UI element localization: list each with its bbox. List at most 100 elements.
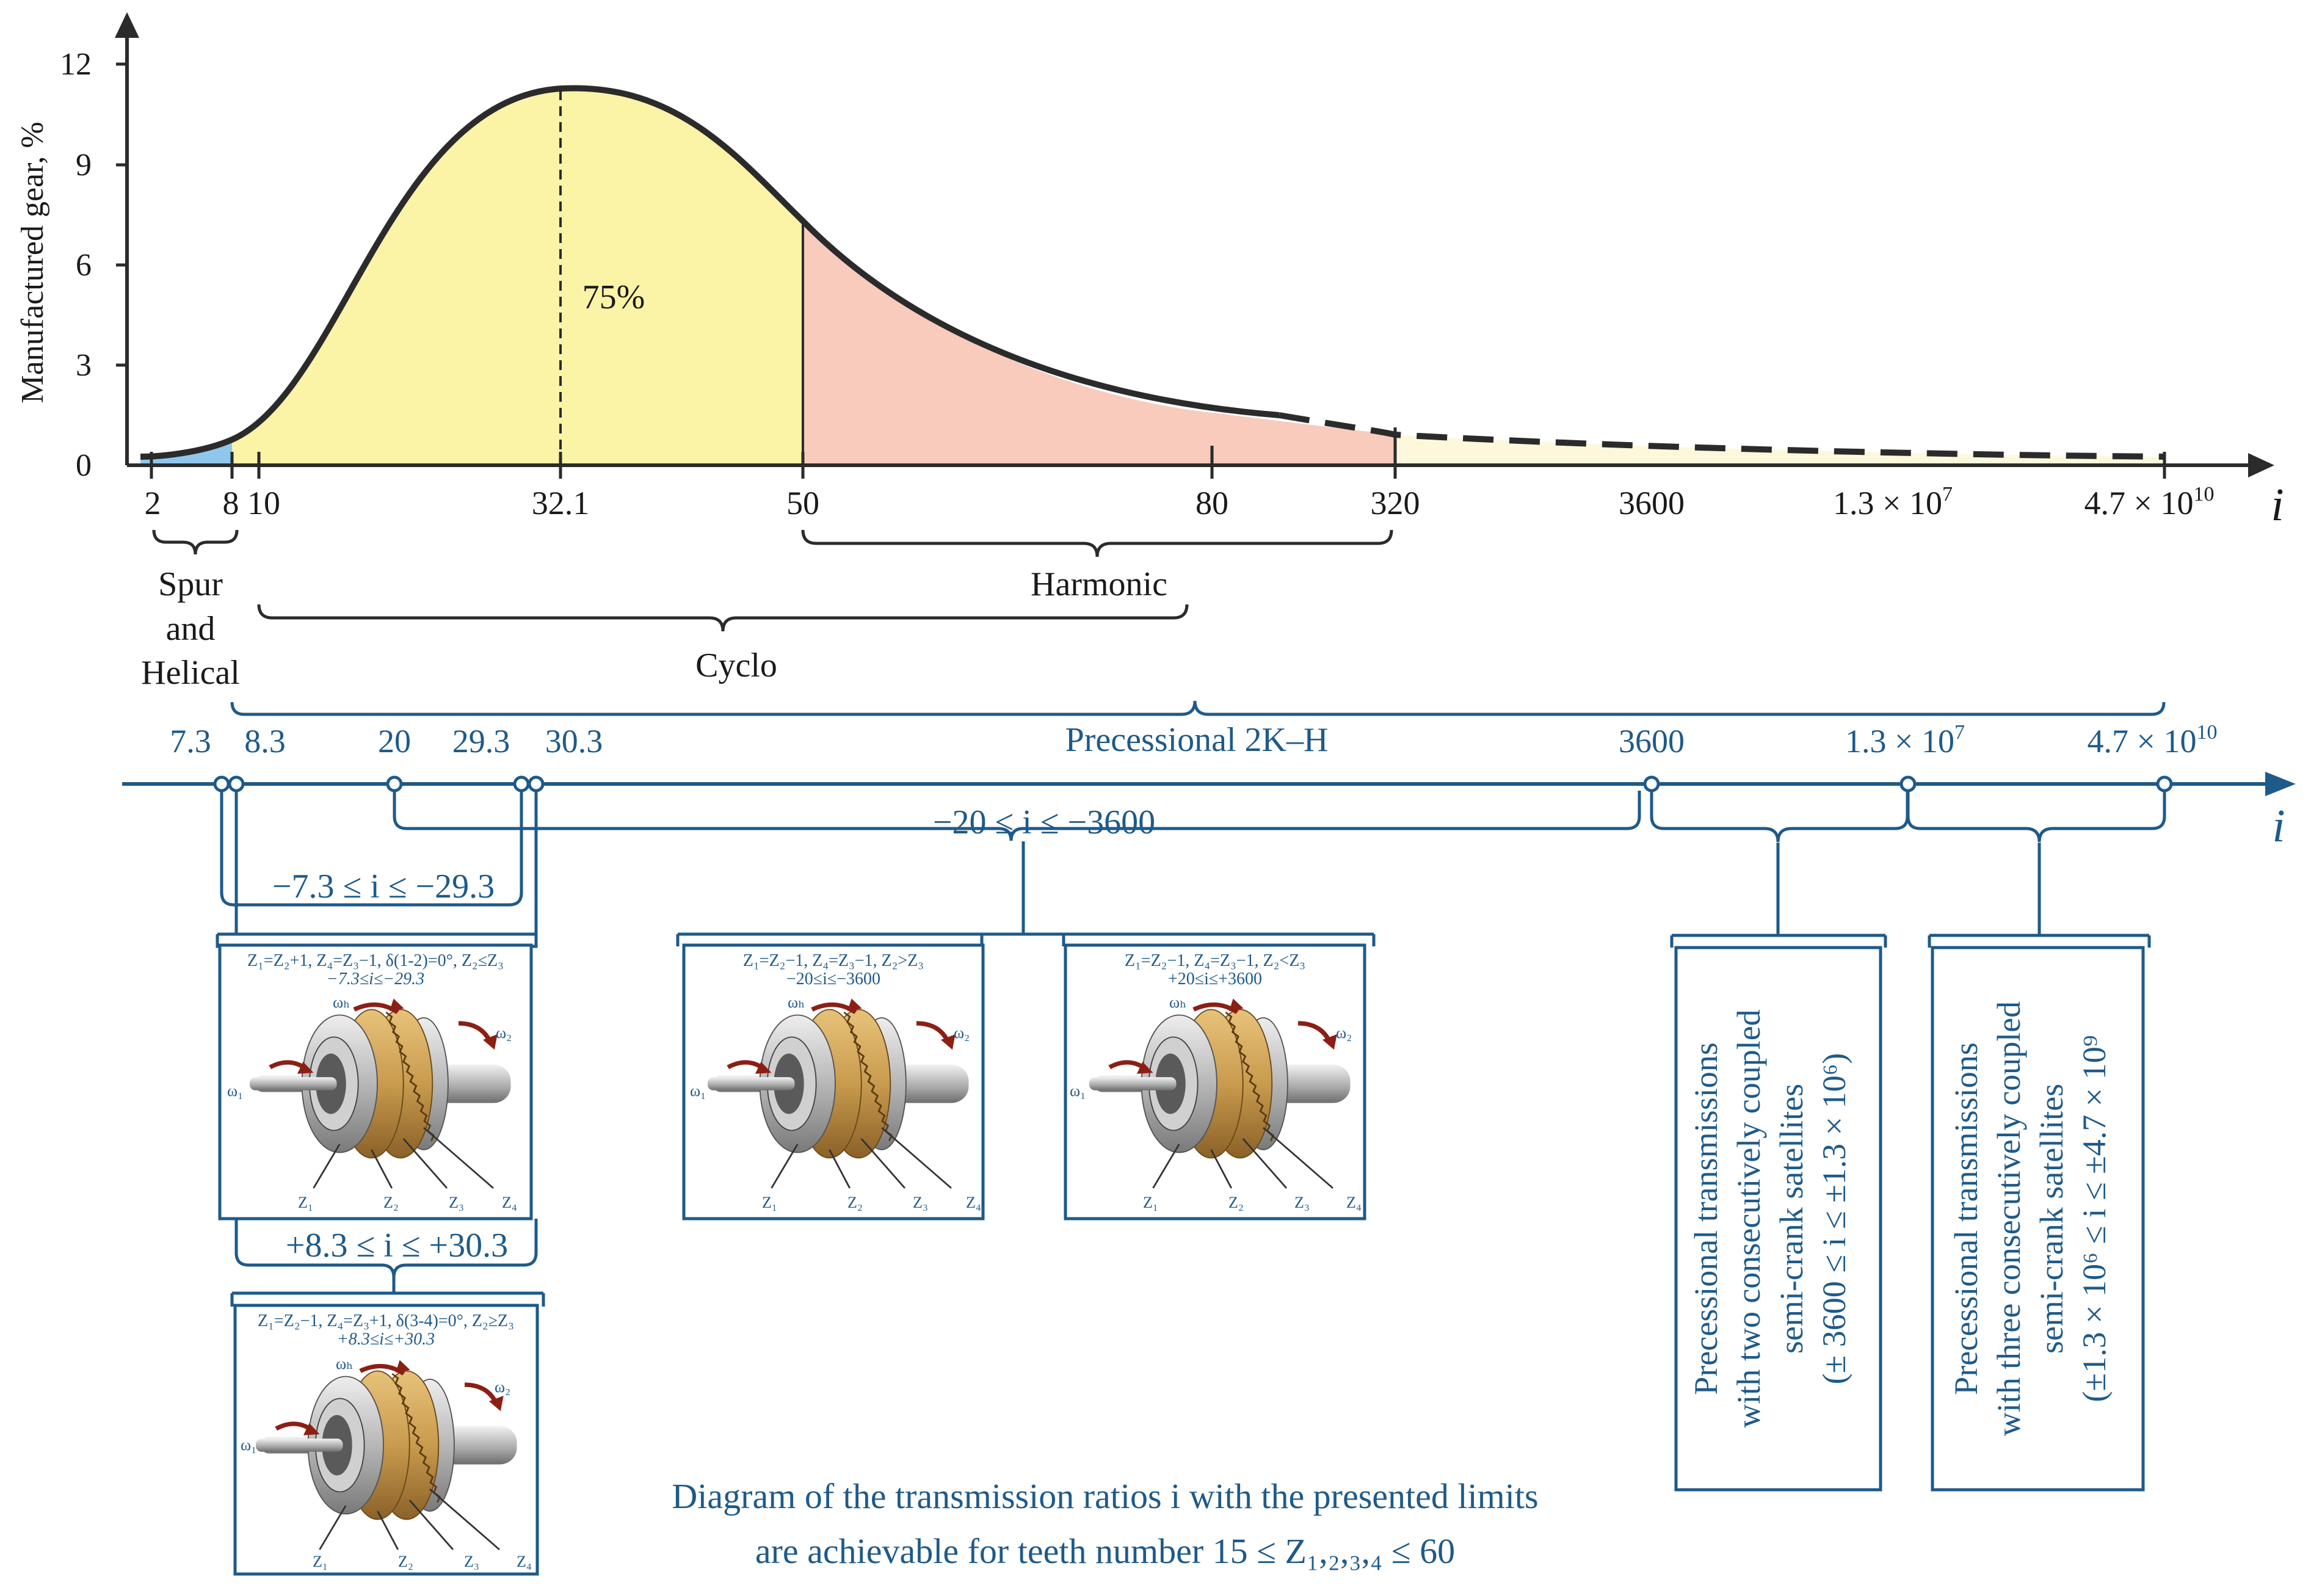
peak-percent-label: 75% [582, 278, 645, 316]
three-sat-line-4: (±1.3 × 10⁶ ≤ i ≤ ±4.7 × 10⁹ [2076, 1035, 2113, 1402]
spur-label-2: and [166, 610, 216, 648]
gear-panel-3: Z₁=Z₂−1, Z₄=Z₃−1, Z₂<Z₃ +20≤i≤+3600 ωₕ ω… [1064, 943, 1366, 1221]
x-tick-label-50: 50 [786, 485, 819, 521]
panel-3-omega-h: ωₕ [1169, 993, 1186, 1011]
three-satellite-box: Precessional transmissions with three co… [1931, 946, 2145, 1492]
panel-2-z2: Z₂ [847, 1194, 863, 1211]
x-tick-label-1e10: 4.7 × 1010 [2084, 483, 2215, 521]
harmonic-label: Harmonic [1031, 565, 1167, 603]
x-axis-title: i [2271, 479, 2284, 531]
blue-tick-1e10: 4.7 × 1010 [2088, 721, 2218, 760]
distribution-curve [140, 85, 1280, 460]
panel-1-formula: Z₁=Z₂+1, Z₄=Z₃−1, δ(1-2)=0°, Z₂≤Z₃ [247, 951, 504, 970]
y-tick-label: 12 [60, 47, 92, 82]
two-satellite-box: Precessional transmissions with two cons… [1674, 946, 1882, 1492]
x-tick-label-32: 32.1 [532, 485, 590, 521]
cyclo-label: Cyclo [695, 647, 777, 684]
panel-1-omega-h: ωₕ [333, 993, 350, 1011]
spur-label-3: Helical [141, 654, 240, 692]
panel-4-range: +8.3≤i≤+30.3 [337, 1330, 435, 1349]
x-axis-arrow [2248, 453, 2274, 477]
panel-3-z4: Z₄ [1346, 1194, 1362, 1211]
y-ticks [116, 62, 127, 367]
panel-3-omega-2: ω₂ [1336, 1024, 1352, 1042]
panel-2-omega-1: ω₁ [690, 1082, 706, 1100]
panel-1-z2: Z₂ [383, 1194, 399, 1211]
y-tick-label: 6 [76, 248, 92, 283]
panel-2-omega-2: ω₂ [954, 1024, 970, 1042]
panel-1-range: −7.3≤i≤−29.3 [327, 970, 424, 988]
gear-panel-2: Z₁=Z₂−1, Z₄=Z₃−1, Z₂>Z₃ −20≤i≤−3600 ωₕ ω… [682, 943, 985, 1221]
panel-4-z4: Z₄ [517, 1553, 532, 1570]
panel-1-omega-2: ω₂ [496, 1024, 512, 1042]
two-sat-line-4: (± 3600 ≤ i ≤ ±1.3 × 10⁶) [1816, 1053, 1852, 1385]
blue-axis-title: i [2272, 800, 2285, 852]
cyclo-region [232, 88, 803, 465]
x-tick-label-320: 320 [1371, 485, 1420, 521]
panel-4-omega-2: ω₂ [495, 1378, 510, 1396]
blue-tick-8-3: 8.3 [244, 723, 286, 760]
range-neg-20-3600: −20 ≤ i ≤ −3600 [933, 803, 1155, 841]
y-tick-label: 0 [76, 448, 92, 483]
range-neg-7-29: −7.3 ≤ i ≤ −29.3 [272, 868, 495, 905]
panel-4-z1: Z₁ [313, 1553, 328, 1570]
spur-label-1: Spur [158, 565, 223, 603]
panel-2-omega-h: ωₕ [788, 993, 805, 1011]
blue-tick-7-3: 7.3 [170, 723, 211, 760]
blue-axis-arrow [2265, 772, 2296, 796]
panel-3-formula: Z₁=Z₂−1, Z₄=Z₃−1, Z₂<Z₃ [1125, 951, 1305, 970]
range-pos-8-30: +8.3 ≤ i ≤ +30.3 [286, 1227, 508, 1264]
x-tick-label-3600: 3600 [1619, 485, 1685, 521]
panel-2-z1: Z₁ [762, 1194, 777, 1211]
braces-top [152, 529, 1393, 632]
gear-panel-1: Z₁=Z₂+1, Z₄=Z₃−1, δ(1-2)=0°, Z₂≤Z₃ −7.3≤… [218, 943, 533, 1221]
x-ticks [150, 427, 2166, 479]
blue-connectors [216, 791, 2166, 1307]
panel-2-formula: Z₁=Z₂−1, Z₄=Z₃−1, Z₂>Z₃ [743, 951, 924, 970]
three-sat-line-3: semi-crank satellites [2033, 1084, 2070, 1354]
x-tick-label-80: 80 [1195, 485, 1228, 521]
distribution-curve-dashed [1279, 412, 2165, 460]
panel-4-formula: Z₁=Z₂−1, Z₄=Z₃+1, δ(3-4)=0°, Z₂≥Z₃ [258, 1311, 514, 1330]
blue-tick-1e7: 1.3 × 107 [1845, 721, 1965, 760]
panel-1-z4: Z₄ [502, 1194, 517, 1211]
two-sat-line-3: semi-crank satellites [1773, 1084, 1810, 1354]
panel-1-omega-1: ω₁ [227, 1082, 243, 1100]
three-sat-line-2: with three consecutively coupled [1990, 1001, 2027, 1436]
spur-region [140, 440, 232, 465]
bottom-diagram: Precessional 2K–H i 7.3 8.3 20 29.3 30.3… [122, 700, 2296, 1576]
caption-line-1: Diagram of the transmission ratios i wit… [672, 1476, 1538, 1516]
panel-3-range: +20≤i≤+3600 [1168, 970, 1262, 988]
x-tick-label-10: 10 [247, 485, 280, 521]
precessional-label: Precessional 2K–H [1065, 721, 1329, 759]
panel-4-omega-1: ω₁ [241, 1436, 256, 1454]
harmonic-region [803, 221, 1395, 465]
y-axis-arrow [115, 12, 139, 38]
panel-3-omega-1: ω₁ [1070, 1082, 1086, 1100]
panel-3-z1: Z₁ [1143, 1194, 1158, 1211]
precessional-brace [230, 700, 2166, 716]
panel-4-omega-h: ωₕ [336, 1355, 353, 1373]
panel-2-range: −20≤i≤−3600 [786, 970, 880, 988]
panel-4-z3: Z₃ [464, 1553, 479, 1570]
panel-2-z4: Z₄ [966, 1194, 981, 1211]
panel-2-z3: Z₃ [913, 1194, 928, 1211]
blue-tick-3600: 3600 [1619, 723, 1685, 760]
panel-1-z3: Z₃ [449, 1194, 464, 1211]
two-sat-line-1: Precessional transmissions [1688, 1042, 1724, 1395]
three-sat-line-1: Precessional transmissions [1948, 1042, 1984, 1395]
caption-line-2: are achievable for teeth number 15 ≤ Z₁,… [755, 1531, 1455, 1571]
top-chart: 12 9 6 3 0 Manufactured gear, % 2 8 10 3… [15, 12, 2284, 692]
panel-3-z2: Z₂ [1228, 1194, 1244, 1211]
tail-region [1395, 435, 2164, 465]
panel-1-z1: Z₁ [298, 1194, 313, 1211]
two-sat-line-2: with two consecutively coupled [1730, 1009, 1767, 1427]
x-tick-label-1e7: 1.3 × 107 [1833, 483, 1953, 521]
blue-tick-30-3: 30.3 [545, 723, 603, 760]
panel-3-z3: Z₃ [1294, 1194, 1310, 1211]
blue-tick-20: 20 [378, 723, 411, 760]
blue-tick-29-3: 29.3 [452, 723, 510, 760]
y-tick-label: 3 [76, 348, 92, 383]
panel-4-z2: Z₂ [398, 1553, 413, 1570]
gear-panel-4: Z₁=Z₂−1, Z₄=Z₃+1, δ(3-4)=0°, Z₂≥Z₃ +8.3≤… [233, 1304, 539, 1576]
